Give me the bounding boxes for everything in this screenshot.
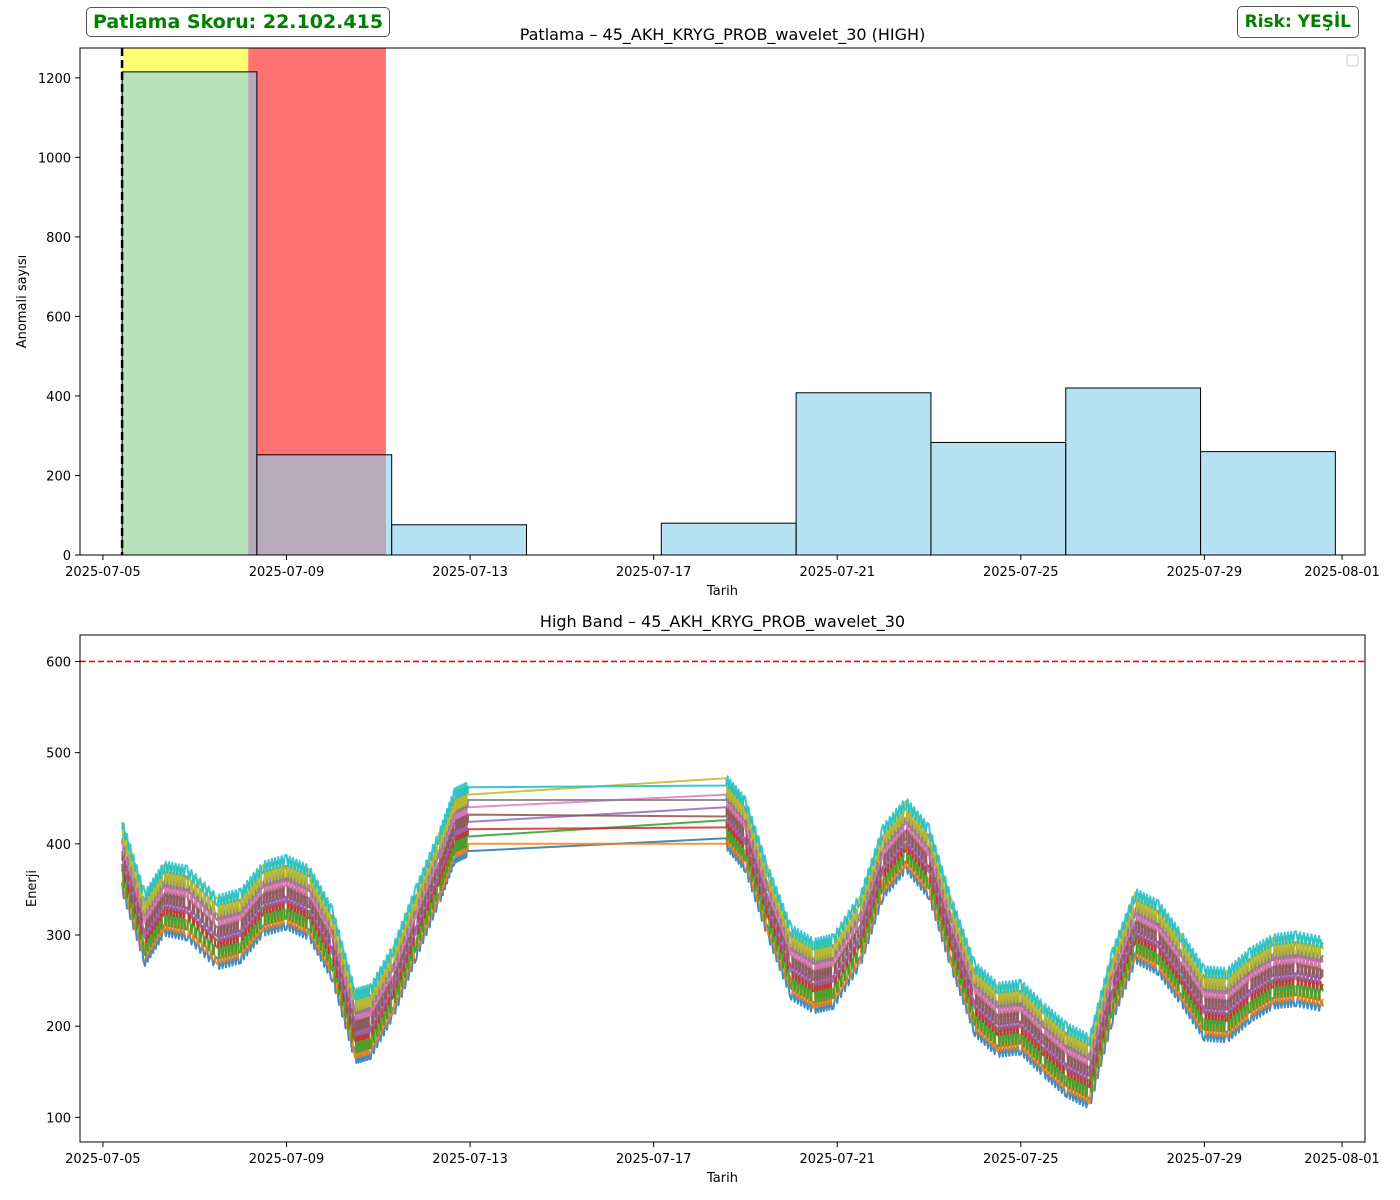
x-tick-label: 2025-08-01	[1304, 1152, 1380, 1167]
x-tick-label: 2025-07-21	[799, 565, 875, 580]
x-tick-label: 2025-07-13	[432, 1152, 508, 1167]
histogram-area	[120, 48, 1336, 555]
x-tick-label: 2025-07-13	[432, 565, 508, 580]
chart-title: Patlama – 45_AKH_KRYG_PROB_wavelet_30 (H…	[520, 25, 926, 45]
y-axis-label: Enerji	[25, 870, 40, 907]
y-tick-label: 800	[46, 231, 71, 246]
x-tick-label: 2025-07-09	[249, 1152, 325, 1167]
y-tick-label: 1200	[38, 72, 71, 87]
x-axis-label: Tarih	[706, 1171, 738, 1186]
y-axis-label: Anomali sayısı	[15, 255, 30, 349]
x-tick-label: 2025-07-05	[65, 1152, 141, 1167]
x-tick-label: 2025-07-21	[799, 1152, 875, 1167]
score-badge: Patlama Skoru: 22.102.415	[86, 7, 391, 37]
histogram-bar	[795, 392, 932, 555]
x-tick-label: 2025-07-29	[1167, 1152, 1243, 1167]
y-tick-label: 400	[46, 390, 71, 405]
x-tick-label: 2025-07-29	[1167, 565, 1243, 580]
energy-series-line	[121, 775, 1324, 1047]
legend-box	[1346, 54, 1359, 67]
y-tick-label: 100	[46, 1111, 71, 1126]
energy-series-line	[121, 777, 1324, 1056]
risk-text: Risk: YEŞİL	[1244, 12, 1351, 32]
risk-badge: Risk: YEŞİL	[1236, 6, 1359, 38]
y-tick-label: 200	[46, 1020, 71, 1035]
energy-series-line	[121, 793, 1324, 1065]
x-axis-label: Tarih	[706, 584, 738, 599]
x-tick-label: 2025-08-01	[1304, 565, 1380, 580]
x-tick-label: 2025-07-09	[249, 565, 325, 580]
x-tick-label: 2025-07-17	[616, 565, 692, 580]
x-tick-label: 2025-07-25	[983, 1152, 1059, 1167]
energy-series-line	[121, 806, 1324, 1082]
histogram-bar	[391, 524, 527, 555]
plot-frame	[79, 634, 1366, 1143]
score-text: Patlama Skoru: 22.102.415	[93, 11, 384, 33]
y-tick-label: 1000	[38, 151, 71, 166]
y-tick-label: 300	[46, 929, 71, 944]
x-tick-label: 2025-07-25	[983, 565, 1059, 580]
x-tick-label: 2025-07-17	[616, 1152, 692, 1167]
histogram-bar	[1200, 451, 1336, 555]
y-tick-label: 500	[46, 747, 71, 762]
y-tick-label: 600	[46, 655, 71, 670]
y-tick-label: 600	[46, 310, 71, 325]
chart-title: High Band – 45_AKH_KRYG_PROB_wavelet_30	[540, 612, 905, 632]
line-plot-area	[80, 660, 1365, 1109]
x-tick-label: 2025-07-05	[65, 565, 141, 580]
y-tick-label: 400	[46, 838, 71, 853]
histogram-bar	[930, 441, 1067, 555]
y-tick-label: 200	[46, 469, 71, 484]
plot-frame	[79, 47, 1366, 556]
histogram-bar	[660, 522, 797, 555]
histogram-bar	[121, 71, 258, 555]
energy-series-line	[121, 837, 1324, 1109]
histogram-bar	[1065, 387, 1202, 555]
histogram-bar	[256, 454, 393, 555]
y-tick-label: 0	[63, 549, 71, 564]
energy-series-line	[121, 819, 1324, 1098]
